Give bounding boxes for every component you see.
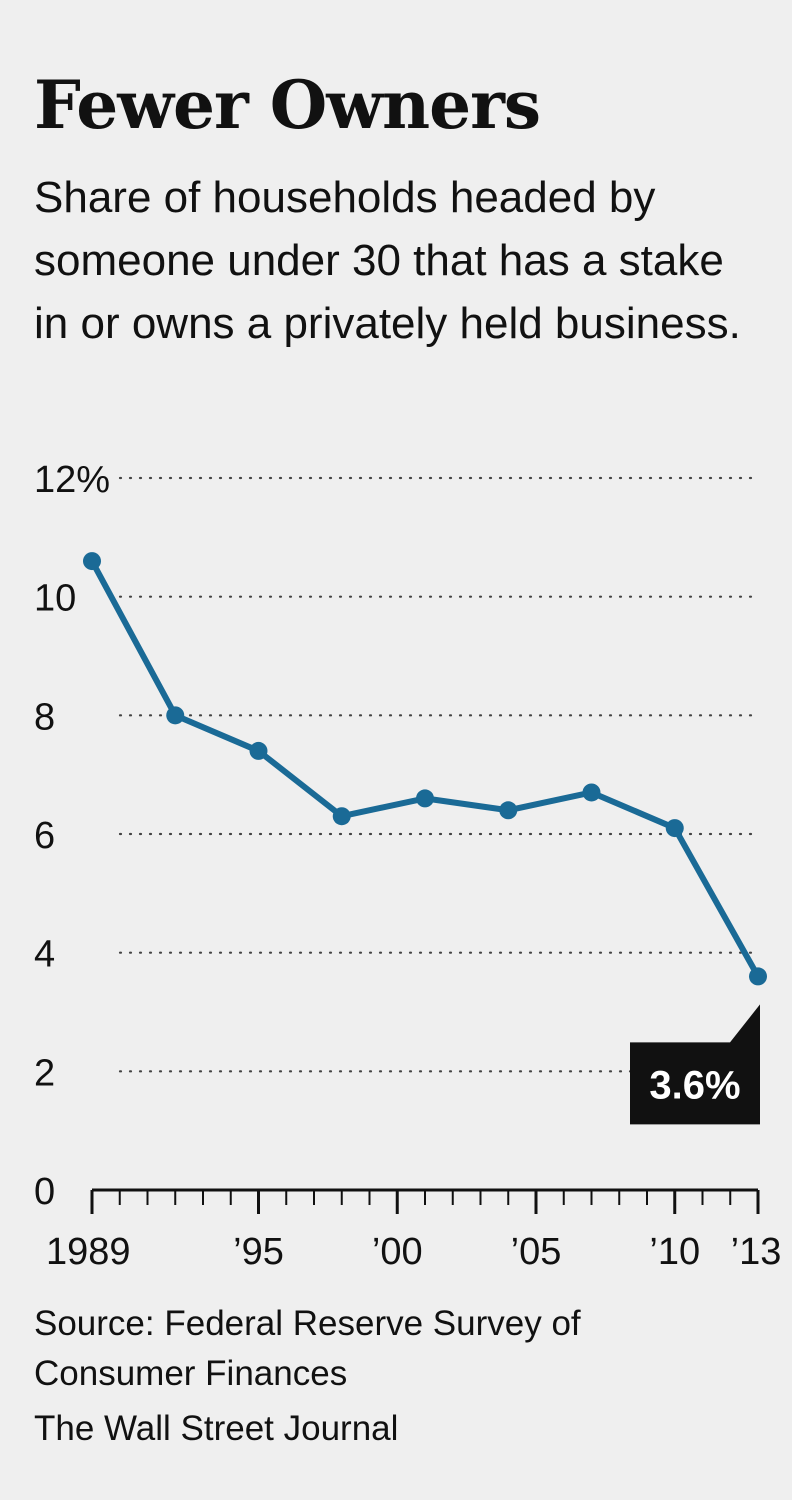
x-tick-label: ’10 bbox=[649, 1231, 700, 1273]
line-chart: 0 2 4 6 8 10 12% 1989 ’95 ’00 ’05 ’10 ’13 3.6% bbox=[34, 459, 782, 1273]
x-tick-label: ’00 bbox=[372, 1231, 423, 1273]
source-note: Source: Federal Reserve Survey of Consum… bbox=[34, 1304, 581, 1393]
y-tick-label: 0 bbox=[34, 1171, 55, 1213]
data-point bbox=[166, 706, 185, 725]
y-tick-label: 8 bbox=[34, 696, 55, 738]
y-tick-label: 2 bbox=[34, 1052, 55, 1094]
y-tick-label: 12% bbox=[34, 459, 110, 501]
data-point bbox=[83, 552, 101, 571]
data-point bbox=[582, 783, 601, 802]
chart-subtitle: Share of households headed by someone un… bbox=[34, 173, 741, 348]
data-point bbox=[332, 807, 351, 826]
x-tick-label: ’95 bbox=[233, 1231, 284, 1273]
series-line bbox=[89, 558, 761, 980]
y-tick-label: 4 bbox=[34, 934, 55, 976]
chart-title: Fewer Owners bbox=[34, 66, 541, 144]
callout-label: 3.6% bbox=[649, 1063, 740, 1107]
data-point bbox=[249, 741, 268, 760]
x-tick-label: ’05 bbox=[511, 1231, 562, 1273]
data-point bbox=[416, 789, 434, 808]
data-point bbox=[749, 967, 767, 986]
y-tick-label: 6 bbox=[34, 815, 55, 857]
y-tick-label: 10 bbox=[34, 578, 76, 620]
callout-box bbox=[630, 1004, 760, 1125]
x-tick-label: ’13 bbox=[731, 1231, 782, 1273]
publisher-credit: The Wall Street Journal bbox=[34, 1409, 399, 1448]
data-point bbox=[499, 801, 518, 820]
x-tick-label: 1989 bbox=[46, 1231, 131, 1273]
data-point bbox=[665, 819, 684, 838]
